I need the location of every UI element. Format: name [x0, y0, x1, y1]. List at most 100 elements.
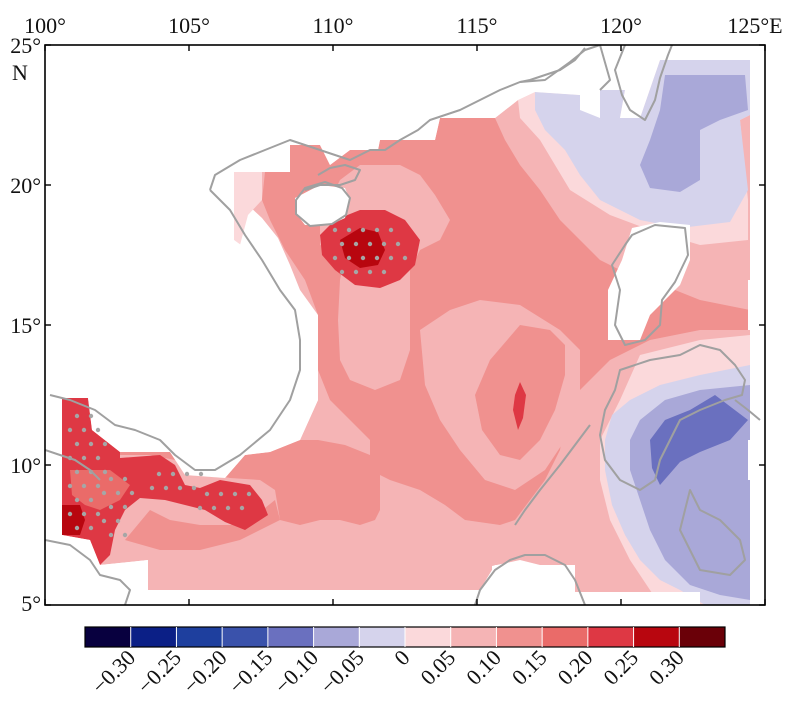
stipple-dot	[218, 491, 224, 497]
stipple-dot	[108, 476, 114, 482]
contour-0.15-west	[62, 398, 380, 525]
stipple-dot	[402, 255, 408, 261]
stipple-dot	[374, 227, 380, 233]
stipple-dot	[184, 471, 190, 477]
lon-tick-label: 110°	[313, 13, 354, 38]
stipple-dot	[149, 485, 155, 491]
lon-tick-label: 125°E	[727, 13, 782, 38]
latitude-axis: 25° 20° 15° 10° 5°	[10, 33, 765, 616]
contour-0.25-hainan	[340, 228, 385, 268]
stipple-dot	[197, 505, 203, 511]
colorbar-label: 0.10	[461, 645, 506, 690]
colorbar-swatch	[542, 627, 589, 647]
stipple-dot	[170, 471, 176, 477]
lat-unit-label: N	[12, 60, 28, 85]
longitude-axis: 100° 105° 110° 115° 120° 125°E	[24, 13, 783, 605]
colorbar-swatch	[679, 627, 726, 647]
stipple-dot	[88, 413, 94, 419]
colorbar-swatch	[313, 627, 360, 647]
stipple-dot	[177, 485, 183, 491]
stipple-dot	[95, 427, 101, 433]
coast-china-2	[599, 45, 611, 91]
coast-luzon	[611, 224, 689, 346]
stipple-dot	[95, 511, 101, 517]
stipple-dot	[67, 483, 73, 489]
stipple-dot	[156, 471, 162, 477]
colorbar-swatch	[359, 627, 406, 647]
colorbar-label: −0.10	[269, 645, 323, 699]
contour-0.20-c	[513, 382, 526, 430]
stipple-dot	[81, 455, 87, 461]
coast-mindanao	[679, 489, 746, 576]
stipple-dot	[232, 491, 238, 497]
stipple-dot	[395, 241, 401, 247]
stipple-dot	[101, 490, 107, 496]
stipple-dot	[374, 255, 380, 261]
colorbar-swatch	[587, 627, 635, 647]
coast-gulf	[304, 164, 361, 191]
contour-0.15-north	[440, 118, 500, 140]
stipple-dot	[211, 505, 217, 511]
contour-0.15-west-inner	[70, 470, 130, 510]
colorbar-label: 0.15	[507, 645, 552, 690]
coast-taiwan	[614, 45, 673, 121]
colorbar-label: −0.15	[224, 645, 278, 699]
coast-ne-islands	[734, 399, 761, 421]
stipple-dot	[108, 504, 114, 510]
contour-0.20-west	[62, 398, 268, 565]
coast-borneo	[474, 554, 586, 605]
stipple-dot	[129, 490, 135, 496]
stipple-dot	[367, 269, 373, 275]
coast-malaysia	[45, 539, 131, 605]
stipple-dot	[108, 532, 114, 538]
stipple-dot	[332, 255, 338, 261]
coast-china	[209, 45, 601, 191]
lon-tick-label: 115°	[457, 13, 498, 38]
colorbar-label: 0	[389, 645, 414, 670]
colorbar-label: −0.05	[315, 645, 369, 699]
stipple-dot	[95, 455, 101, 461]
coastlines	[45, 45, 761, 605]
stipple-dot	[339, 241, 345, 247]
stipple-dot	[388, 255, 394, 261]
stipple-dot	[67, 511, 73, 517]
stipple-dot	[122, 476, 128, 482]
land-mask	[45, 45, 765, 605]
stipple-dot	[115, 518, 121, 524]
colorbar-label: 0.05	[415, 645, 460, 690]
stipple-dot	[163, 485, 169, 491]
lon-tick-label: 120°	[600, 13, 642, 38]
stipple-dot	[346, 255, 352, 261]
contour-neg-0.15-se	[650, 395, 748, 485]
stipple-dot	[122, 532, 128, 538]
lat-tick-label: 10°	[10, 453, 41, 478]
contour-0.15-west-b	[125, 500, 280, 550]
stipple-dot	[74, 441, 80, 447]
stipple-dot	[198, 471, 204, 477]
colorbar-label: 0.20	[552, 645, 597, 690]
coast-cambodia	[45, 449, 101, 481]
stipple-dot	[88, 497, 94, 503]
stipple-dot	[102, 469, 108, 475]
colorbar: −0.30−0.25−0.20−0.15−0.10−0.05 0 0.05 0.10 0…	[84, 626, 726, 699]
stipple-dot	[204, 491, 210, 497]
stipple-dot	[115, 490, 121, 496]
stipple-dot	[246, 491, 252, 497]
stipple-dot	[95, 483, 101, 489]
colorbar-label: 0.25	[598, 645, 643, 690]
stipple-dot	[388, 227, 394, 233]
stipple-dot	[67, 427, 73, 433]
stipple-dot	[101, 518, 107, 524]
colorbar-swatch	[222, 627, 269, 647]
stipple-dot	[346, 227, 352, 233]
stipple-dot	[88, 441, 94, 447]
stipple-dot	[191, 485, 197, 491]
stipple-dot	[74, 525, 80, 531]
colorbar-swatch	[85, 627, 132, 647]
lat-tick-label: 20°	[10, 173, 41, 198]
coast-taiwan-strait	[519, 47, 586, 83]
stipple-dot	[81, 427, 87, 433]
coast-hainan	[295, 181, 351, 227]
stipple-dot	[74, 497, 80, 503]
